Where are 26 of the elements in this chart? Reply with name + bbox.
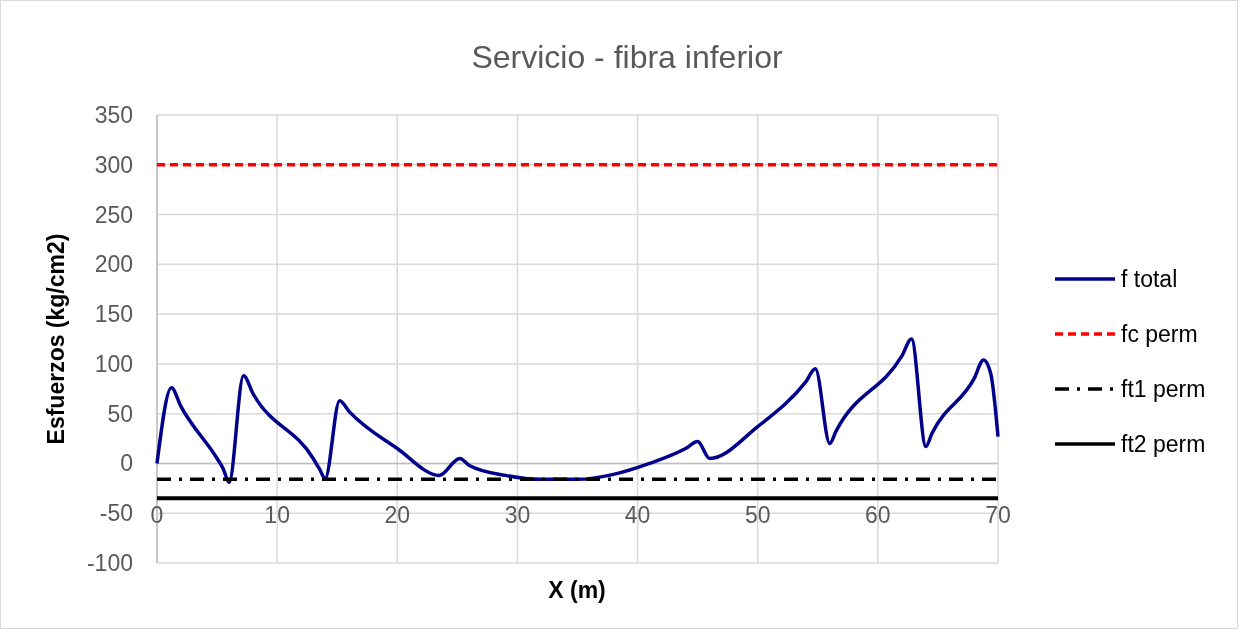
line-series: [155, 337, 1000, 485]
x-tick-label: 20: [384, 502, 411, 529]
legend-label: ft1 perm: [1121, 376, 1206, 403]
y-tick-label: 200: [94, 251, 133, 278]
x-tick-label: 30: [504, 502, 531, 529]
y-tick-label: 0: [120, 450, 133, 477]
y-tick-label: 250: [94, 201, 133, 228]
x-tick-label: 70: [985, 502, 1011, 529]
y-tick-label: 50: [107, 400, 133, 427]
legend-label: f total: [1121, 266, 1178, 293]
x-tick-label: 60: [865, 502, 891, 529]
legend-label: fc perm: [1121, 321, 1198, 348]
y-tick-label: 100: [94, 350, 133, 377]
y-tick-label: 350: [94, 102, 133, 129]
x-tick-label: 10: [264, 502, 290, 529]
y-tick-label: -50: [99, 500, 133, 527]
x-axis-title: X (m): [548, 577, 606, 603]
y-tick-label: 300: [94, 151, 133, 178]
chart-title: Servicio - fibra inferior: [471, 39, 783, 75]
x-tick-label: 40: [624, 502, 651, 529]
x-tick-label: 0: [150, 502, 164, 529]
y-tick-label: 150: [94, 301, 133, 328]
x-tick-label: 50: [744, 502, 771, 529]
legend-label: ft2 perm: [1121, 431, 1206, 458]
y-axis-title: Esfuerzos (kg/cm2): [43, 233, 69, 445]
y-tick-label: -100: [86, 550, 133, 577]
